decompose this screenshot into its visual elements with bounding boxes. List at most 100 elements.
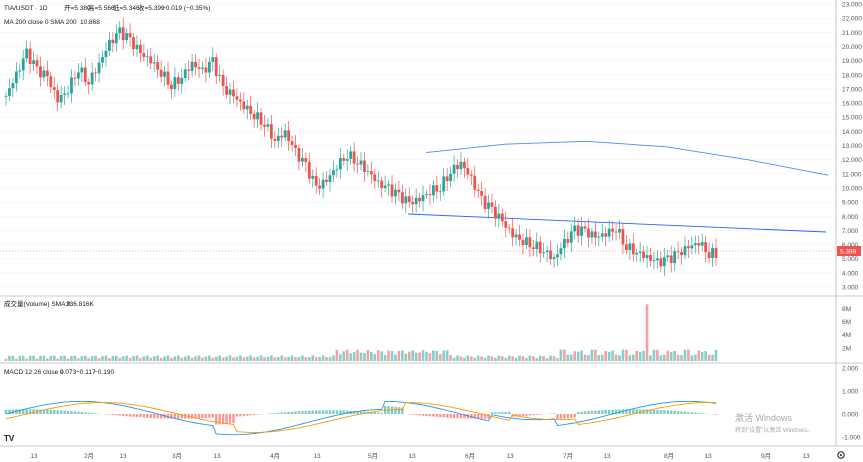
candle-body bbox=[259, 112, 263, 125]
volume-bar bbox=[263, 357, 266, 361]
macd-hist-bar bbox=[556, 414, 559, 420]
candle-body bbox=[225, 85, 228, 95]
candle-body bbox=[35, 60, 39, 67]
volume-bar bbox=[128, 358, 132, 361]
candle-body bbox=[139, 44, 142, 54]
macd-hist-bar bbox=[149, 414, 152, 418]
price-tick-label: 9.000 bbox=[842, 200, 859, 207]
candle-body bbox=[45, 70, 49, 77]
current-price-tag bbox=[837, 246, 861, 256]
macd-hist-bar bbox=[594, 410, 597, 414]
candle-body bbox=[21, 58, 25, 71]
candle-body bbox=[576, 225, 580, 236]
price-axis[interactable]: 23.000 22.000 21.000 20.000 19.000 18.000 17.0… bbox=[842, 2, 862, 292]
price-tick-label: 13.000 bbox=[842, 143, 862, 150]
volume-bar bbox=[666, 350, 670, 361]
candle-body bbox=[176, 77, 180, 84]
candle-body bbox=[290, 141, 294, 145]
candle-body bbox=[97, 62, 101, 74]
volume-label[interactable]: 成交量(Volume) SMA 9 bbox=[4, 299, 71, 308]
volume-bar bbox=[566, 354, 570, 361]
volume-bar bbox=[256, 356, 259, 361]
volume-bar bbox=[494, 357, 497, 361]
volume-bar bbox=[690, 355, 694, 361]
candle-body bbox=[166, 71, 170, 85]
time-tick-label: 13 bbox=[704, 453, 712, 460]
candle-body bbox=[111, 39, 115, 44]
macd-hist-bar bbox=[552, 413, 556, 414]
settings-gear-icon[interactable] bbox=[837, 451, 845, 459]
volume-bar bbox=[301, 355, 304, 361]
volume-axis: 8M 6M 4M 2M bbox=[842, 306, 851, 353]
price-tick-label: 14.000 bbox=[842, 129, 862, 136]
volume-tick-label: 4M bbox=[842, 332, 851, 339]
macd-hist-bar bbox=[573, 414, 576, 418]
candle-body bbox=[428, 194, 432, 196]
time-tick-label: 13 bbox=[802, 453, 810, 460]
volume-bar bbox=[442, 350, 446, 361]
macd-hist-bar bbox=[701, 413, 704, 414]
symbol-label[interactable]: TIA/USDT · 1D bbox=[4, 5, 48, 12]
volume-bar bbox=[556, 358, 559, 361]
macd-tick-label: 1.000 bbox=[842, 389, 859, 396]
macd-axis: 2.000 1.000 0.000 -1.000 bbox=[842, 366, 861, 442]
volume-bar bbox=[290, 355, 294, 361]
volume-bar bbox=[538, 355, 542, 361]
macd-hist-bar bbox=[621, 409, 625, 414]
candle-body bbox=[366, 171, 370, 172]
candle-body bbox=[73, 77, 77, 79]
macd-label[interactable]: MACD 12 26 close 9 bbox=[4, 369, 64, 376]
candle-body bbox=[301, 158, 304, 162]
volume-bar bbox=[221, 357, 225, 361]
macd-hist-bar bbox=[694, 412, 697, 414]
candle-body bbox=[583, 226, 587, 229]
time-tick-label: 7月 bbox=[563, 452, 573, 460]
volume-bar bbox=[118, 358, 122, 361]
macd-hist-bar bbox=[325, 410, 328, 414]
volume-bar bbox=[700, 351, 704, 361]
volume-bar bbox=[587, 355, 590, 361]
volume-bar bbox=[456, 355, 459, 361]
tradingview-logo[interactable]: TV bbox=[4, 434, 15, 443]
volume-bar bbox=[28, 355, 32, 361]
time-tick-label: 13 bbox=[506, 453, 514, 460]
candle-body bbox=[659, 258, 663, 267]
trend-line[interactable] bbox=[407, 213, 827, 233]
macd-hist-bar bbox=[380, 412, 383, 414]
macd-hist-bar bbox=[25, 409, 28, 414]
candle-body bbox=[628, 243, 632, 251]
ma-label[interactable]: MA 200 close 0 SMA 200 bbox=[4, 19, 77, 26]
candle-body bbox=[693, 243, 697, 246]
candle-body bbox=[473, 175, 477, 190]
candle-body bbox=[511, 228, 515, 238]
volume-bar bbox=[414, 352, 418, 361]
macd-hist-bar bbox=[273, 413, 277, 414]
macd-hist-bar bbox=[66, 410, 70, 414]
time-axis[interactable]: 13 2月 13 3月 13 4月 13 5月 13 6月 13 7月 13 8月 13 9月 13 bbox=[30, 452, 810, 460]
candle-body bbox=[531, 247, 535, 250]
volume-bar bbox=[56, 358, 59, 361]
macd-hist-bar bbox=[452, 414, 456, 418]
macd-hist-bar bbox=[463, 414, 466, 419]
volume-bar bbox=[152, 356, 156, 361]
volume-bar bbox=[542, 356, 545, 361]
macd-hist-bar bbox=[270, 413, 273, 414]
candle-body bbox=[283, 130, 287, 138]
candle-body bbox=[263, 124, 266, 127]
candle-body bbox=[611, 228, 615, 232]
macd-hist-bar bbox=[115, 414, 118, 416]
candle-body bbox=[118, 27, 122, 34]
macd-hist-bar bbox=[635, 409, 638, 414]
volume-bar bbox=[525, 358, 528, 361]
candle-body bbox=[535, 241, 539, 250]
volume-bar bbox=[463, 357, 466, 361]
macd-hist-bar bbox=[73, 411, 77, 414]
macd-hist-bar bbox=[601, 410, 604, 414]
volume-bar bbox=[125, 355, 128, 361]
candle-body bbox=[297, 147, 301, 162]
macd-hist-bar bbox=[87, 412, 90, 414]
volume-bar bbox=[135, 355, 139, 361]
macd-hist-bar bbox=[108, 414, 111, 415]
macd-hist-bar bbox=[146, 414, 149, 418]
